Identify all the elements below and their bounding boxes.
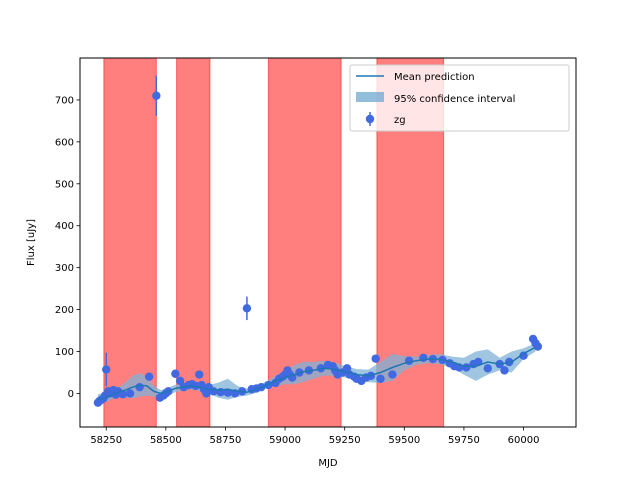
- data-point: [171, 369, 180, 378]
- x-tick-label: 59000: [269, 435, 301, 446]
- data-point: [388, 370, 397, 379]
- legend-zg-marker: [365, 114, 375, 124]
- y-tick-label: 100: [55, 347, 74, 358]
- y-tick-label: 0: [68, 389, 74, 400]
- legend-entry-zg: zg: [394, 115, 406, 126]
- data-point: [209, 387, 218, 396]
- x-axis-label: MJD: [318, 458, 338, 469]
- mean-line: [97, 346, 536, 401]
- y-tick-label: 400: [55, 221, 74, 232]
- x-tick-label: 58750: [210, 435, 242, 446]
- data-point: [462, 363, 471, 372]
- x-tick-label: 59750: [448, 435, 480, 446]
- y-axis-label: Flux [uJy]: [26, 219, 37, 266]
- data-point: [533, 342, 543, 351]
- data-point: [519, 351, 528, 360]
- data-point: [195, 370, 204, 379]
- x-tick-label: 58500: [150, 435, 182, 446]
- data-point: [376, 374, 385, 383]
- data-point: [175, 376, 185, 386]
- data-point: [125, 389, 135, 398]
- data-point: [483, 364, 492, 373]
- shaded-region-0: [103, 57, 157, 428]
- x-tick-label: 60000: [508, 435, 540, 446]
- mean-prediction-line: [97, 346, 536, 401]
- x-tick-label: 59250: [329, 435, 361, 446]
- y-tick-label: 600: [55, 137, 74, 148]
- data-point: [371, 354, 380, 363]
- legend-entry-mean: Mean prediction: [394, 72, 475, 83]
- legend-entry-ci: 95% confidence interval: [394, 94, 515, 105]
- legend: Mean prediction 95% confidence interval …: [349, 64, 570, 132]
- x-tick-label: 59500: [388, 435, 420, 446]
- y-axis-ticks: 0 100 200 300 400 500 600 700: [55, 95, 80, 400]
- legend-box: [349, 64, 570, 132]
- data-point: [135, 382, 144, 392]
- x-axis-ticks: 58250 58500 58750 59000 59250 59500 59750 60000: [90, 427, 539, 446]
- data-point: [152, 91, 161, 100]
- data-point: [242, 304, 252, 313]
- y-tick-label: 700: [55, 95, 74, 106]
- x-tick-label: 58250: [90, 435, 122, 446]
- shaded-region-1: [176, 57, 211, 428]
- legend-ci-swatch: [356, 92, 384, 102]
- data-point: [102, 365, 111, 374]
- y-tick-label: 300: [55, 263, 74, 274]
- data-point: [500, 366, 509, 375]
- data-point: [404, 356, 414, 365]
- data-point: [144, 372, 154, 381]
- y-tick-label: 500: [55, 179, 74, 190]
- plot-frame: [79, 57, 577, 428]
- y-tick-label: 200: [55, 305, 74, 316]
